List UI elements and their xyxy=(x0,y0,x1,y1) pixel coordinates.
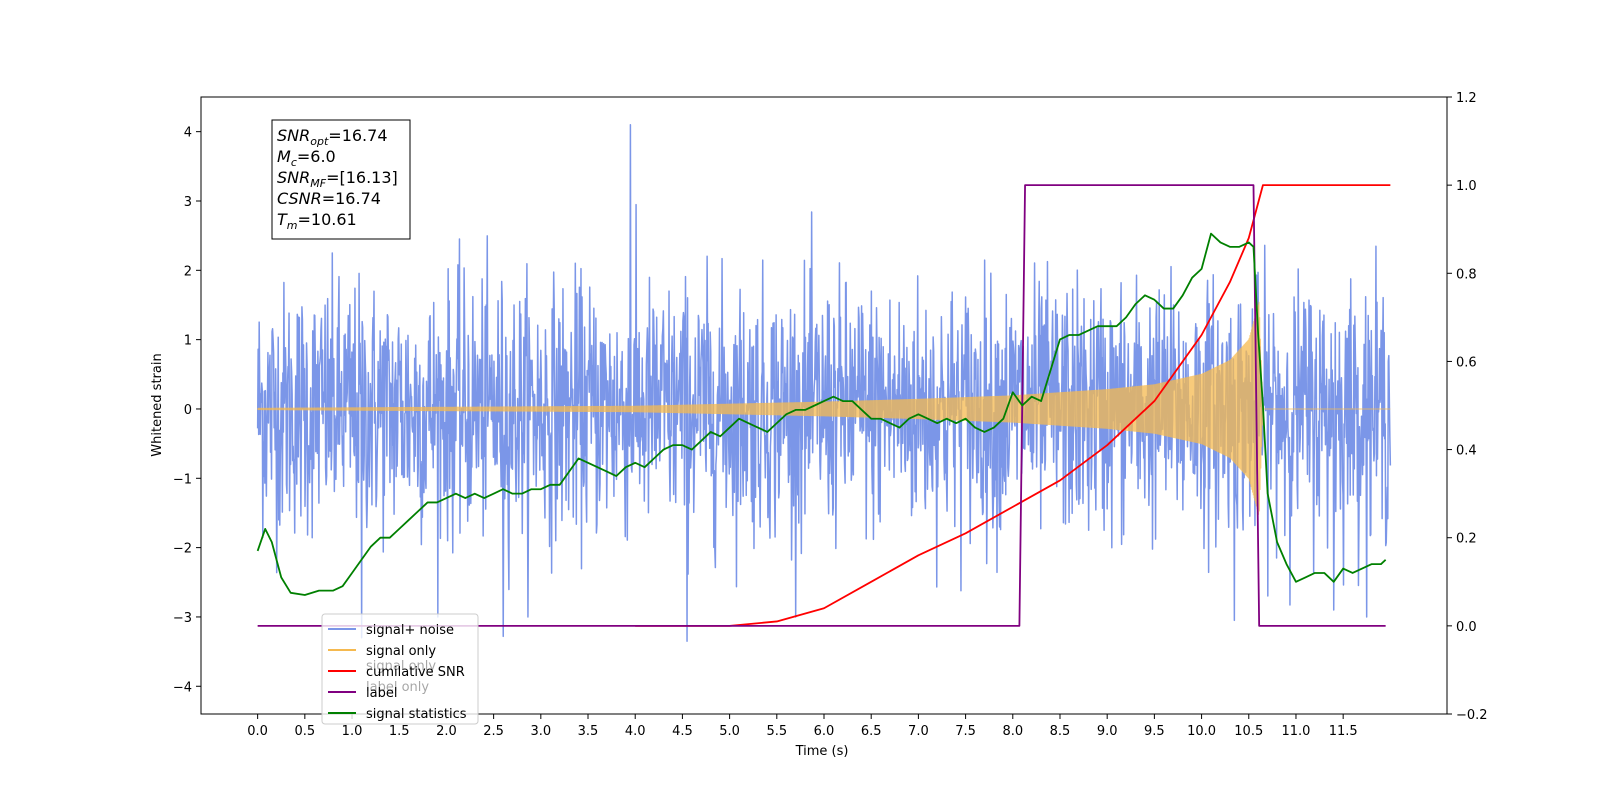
info-value: =10.61 xyxy=(298,210,357,229)
info-subscript: opt xyxy=(310,135,329,148)
x-tick-label: 6.5 xyxy=(861,724,882,739)
x-tick-label: 4.5 xyxy=(672,724,693,739)
x-tick-label: 10.0 xyxy=(1187,724,1216,739)
legend-label: cumilative SNR xyxy=(366,665,465,680)
info-line: SNRMF=[16.13] xyxy=(277,168,398,190)
legend-overlap: signal only label only xyxy=(366,659,436,695)
x-tick-label: 9.0 xyxy=(1097,724,1118,739)
x-tick-label: 11.5 xyxy=(1329,724,1358,739)
x-tick-label: 1.5 xyxy=(389,724,410,739)
y2-tick-label: 1.2 xyxy=(1456,91,1477,106)
info-subscript: c xyxy=(291,156,297,169)
x-tick-label: 9.5 xyxy=(1144,724,1165,739)
y2-tick-label: 0.6 xyxy=(1456,355,1477,370)
x-tick-label: 0.0 xyxy=(247,724,268,739)
x-tick-label: 6.0 xyxy=(814,724,835,739)
x-tick-label: 3.5 xyxy=(578,724,599,739)
y-tick-label: 0 xyxy=(184,403,192,418)
info-line: Tm=10.61 xyxy=(277,210,357,232)
info-line: Mc=6.0 xyxy=(277,147,336,169)
x-tick-label: 2.5 xyxy=(483,724,504,739)
info-value: =[16.13] xyxy=(326,168,398,187)
y2-tick-label: −0.2 xyxy=(1456,708,1488,723)
legend-overlap-text: label only xyxy=(366,680,429,695)
y-tick-label: 1 xyxy=(184,334,192,349)
x-tick-label: 1.0 xyxy=(342,724,363,739)
y-axis-left: 4 3 2 1 0 −1 −2 −3 −4 xyxy=(173,126,201,695)
x-tick-label: 3.0 xyxy=(530,724,551,739)
x-axis: 0.0 0.5 1.0 1.5 2.0 2.5 3.0 3.5 4.0 4.5 5.0 5.5 6.0 6… xyxy=(247,714,1358,739)
info-value: =16.74 xyxy=(328,126,387,145)
legend-label: label xyxy=(366,686,397,701)
info-var: SNR xyxy=(277,168,310,187)
info-var: T xyxy=(277,210,288,229)
y2-tick-label: 0.8 xyxy=(1456,267,1477,282)
info-var: M xyxy=(277,147,291,166)
y-tick-label: −3 xyxy=(173,611,192,626)
series-line-signal-noise xyxy=(256,123,1392,642)
info-value: =16.74 xyxy=(322,189,381,208)
x-tick-label: 4.0 xyxy=(625,724,646,739)
info-var: SNR xyxy=(277,126,310,145)
series-line-cumilative-snr xyxy=(635,184,1391,627)
y2-tick-label: 1.0 xyxy=(1456,179,1477,194)
y2-tick-label: 0.2 xyxy=(1456,532,1477,547)
x-tick-label: 10.5 xyxy=(1234,724,1263,739)
y-tick-label: −2 xyxy=(173,542,192,557)
series-line-label xyxy=(257,184,1386,627)
info-var: CSNR xyxy=(277,189,322,208)
info-line: SNRopt=16.74 xyxy=(277,126,388,148)
x-tick-label: 8.0 xyxy=(1002,724,1023,739)
legend-label: signal statistics xyxy=(366,707,467,722)
x-tick-label: 2.0 xyxy=(436,724,457,739)
legend-frame xyxy=(321,613,479,725)
info-value: =6.0 xyxy=(297,147,336,166)
legend-label: signal+ noise xyxy=(366,623,454,638)
legend-overlap-text: signal only xyxy=(366,659,436,674)
y-tick-label: 4 xyxy=(184,126,192,141)
x-axis-label: Time (s) xyxy=(795,744,849,759)
legend: signal only label only signal+ noise signal… xyxy=(321,613,479,725)
x-tick-label: 0.5 xyxy=(294,724,315,739)
x-tick-label: 5.0 xyxy=(719,724,740,739)
x-tick-label: 11.0 xyxy=(1281,724,1310,739)
info-subscript: MF xyxy=(310,177,326,190)
y-axis-right: 1.2 1.0 0.8 0.6 0.4 0.2 0.0 −0.2 xyxy=(1447,91,1488,723)
info-box-frame xyxy=(271,119,411,240)
x-tick-label: 5.5 xyxy=(766,724,787,739)
plot-series xyxy=(256,123,1392,642)
info-subscript: m xyxy=(287,219,298,232)
x-tick-label: 7.0 xyxy=(908,724,929,739)
legend-label: signal only xyxy=(366,644,436,659)
y-tick-label: 2 xyxy=(184,264,192,279)
info-line: CSNR=16.74 xyxy=(277,189,381,208)
y2-tick-label: 0.0 xyxy=(1456,620,1477,635)
y-tick-label: 3 xyxy=(184,195,192,210)
y-tick-label: −4 xyxy=(173,680,192,695)
y2-tick-label: 0.4 xyxy=(1456,444,1477,459)
y-axis-label: Whitened strain xyxy=(150,353,165,456)
info-box: SNRopt=16.74Mc=6.0SNRMF=[16.13]CSNR=16.7… xyxy=(271,119,411,240)
x-tick-label: 7.5 xyxy=(955,724,976,739)
y-tick-label: −1 xyxy=(173,472,192,487)
x-tick-label: 8.5 xyxy=(1050,724,1071,739)
series-line-signal-statistics xyxy=(256,232,1387,596)
